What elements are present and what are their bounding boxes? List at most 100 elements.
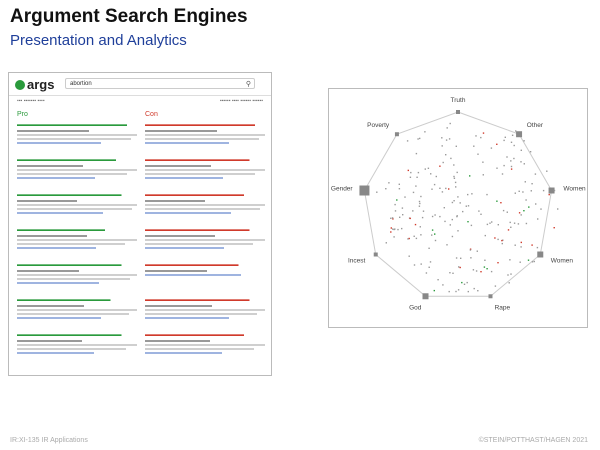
argument-point[interactable]: [445, 187, 447, 190]
argument-point[interactable]: [514, 192, 516, 194]
axis-anchor-marker[interactable]: [359, 185, 370, 196]
axis-label[interactable]: Women: [551, 258, 574, 265]
argument-point[interactable]: [408, 255, 410, 257]
argument-point[interactable]: [520, 149, 522, 151]
result-item[interactable]: ▬▬▬▬▬▬▬▬▬▬▬▬▬▬▬▬▬▬: [145, 192, 265, 225]
argument-point[interactable]: [442, 284, 444, 286]
argument-point[interactable]: [466, 281, 468, 284]
argument-point[interactable]: [469, 175, 471, 177]
argument-point[interactable]: [478, 210, 480, 212]
result-title[interactable]: ▬▬▬▬▬▬▬▬▬▬▬▬▬▬▬▬▬▬▬: [17, 262, 122, 268]
argument-point[interactable]: [408, 237, 410, 240]
argument-point[interactable]: [486, 193, 488, 196]
argument-point[interactable]: [553, 189, 556, 192]
argument-point[interactable]: [459, 202, 461, 204]
argument-point[interactable]: [531, 244, 533, 246]
argument-point[interactable]: [453, 175, 455, 178]
result-item[interactable]: ▬▬▬▬▬▬▬▬▬▬▬▬▬▬▬▬▬▬▬: [145, 157, 265, 190]
axis-label[interactable]: God: [409, 305, 422, 312]
argument-point[interactable]: [531, 261, 534, 263]
argument-point[interactable]: [441, 145, 443, 147]
result-item[interactable]: ▬▬▬▬▬▬▬▬▬▬▬▬▬▬▬▬▬▬: [17, 157, 137, 190]
argument-point[interactable]: [420, 263, 422, 265]
argument-point[interactable]: [391, 217, 394, 219]
argument-point[interactable]: [480, 213, 482, 215]
result-title[interactable]: ▬▬▬▬▬▬▬▬▬▬▬▬▬▬▬▬▬▬▬▬: [17, 122, 127, 128]
result-item[interactable]: ▬▬▬▬▬▬▬▬▬▬▬▬▬▬▬▬▬▬▬: [145, 297, 265, 330]
axis-anchor-marker[interactable]: [373, 252, 378, 257]
argument-point[interactable]: [513, 222, 516, 224]
argument-point[interactable]: [393, 228, 395, 231]
argument-point[interactable]: [529, 151, 532, 153]
argument-point[interactable]: [451, 218, 453, 221]
axis-label[interactable]: Other: [527, 122, 544, 129]
argument-point[interactable]: [509, 221, 511, 224]
argument-point[interactable]: [457, 196, 459, 198]
argument-point[interactable]: [557, 208, 559, 210]
axis-label[interactable]: Incest: [348, 258, 366, 265]
argument-point[interactable]: [434, 239, 437, 242]
argument-point[interactable]: [471, 193, 473, 195]
argument-point[interactable]: [407, 169, 409, 172]
argument-point[interactable]: [456, 215, 458, 218]
search-icon[interactable]: ⚲: [245, 81, 251, 88]
argument-point[interactable]: [392, 228, 394, 230]
argument-point[interactable]: [456, 171, 458, 174]
result-item[interactable]: ▬▬▬▬▬▬▬▬▬▬▬▬▬▬▬▬▬▬▬: [17, 262, 137, 295]
argument-point[interactable]: [452, 272, 454, 274]
argument-point[interactable]: [390, 227, 392, 229]
search-options[interactable]: ▪▪▪▪▪▪ ▪▪▪▪ ▪▪▪▪▪▪ ▪▪▪▪▪▪: [219, 98, 263, 104]
argument-point[interactable]: [507, 274, 509, 276]
argument-point[interactable]: [449, 224, 451, 226]
argument-point[interactable]: [522, 191, 524, 193]
argument-point[interactable]: [502, 209, 505, 212]
argument-point[interactable]: [456, 215, 458, 217]
argument-point[interactable]: [510, 273, 512, 275]
argument-point[interactable]: [419, 226, 421, 228]
result-title[interactable]: ▬▬▬▬▬▬▬▬▬▬▬▬▬▬▬▬▬▬▬: [145, 157, 250, 163]
axis-anchor-marker[interactable]: [456, 110, 460, 114]
argument-point[interactable]: [388, 182, 390, 184]
argument-point[interactable]: [503, 139, 505, 142]
argument-point[interactable]: [507, 229, 510, 231]
argument-point[interactable]: [469, 249, 472, 251]
argument-point[interactable]: [397, 228, 399, 231]
argument-point[interactable]: [480, 136, 482, 139]
result-title[interactable]: ▬▬▬▬▬▬▬▬▬▬▬▬▬▬▬▬▬▬▬: [145, 297, 250, 303]
argument-point[interactable]: [439, 187, 441, 189]
result-title[interactable]: ▬▬▬▬▬▬▬▬▬▬▬▬▬▬▬▬▬: [17, 297, 111, 303]
argument-point[interactable]: [448, 188, 450, 190]
result-title[interactable]: ▬▬▬▬▬▬▬▬▬▬▬▬▬▬▬▬▬▬: [145, 332, 244, 338]
argument-point[interactable]: [431, 215, 434, 218]
argument-point[interactable]: [469, 248, 472, 250]
argument-point[interactable]: [501, 239, 503, 242]
argument-point[interactable]: [484, 234, 486, 237]
argument-point[interactable]: [506, 156, 508, 158]
argument-point[interactable]: [502, 239, 504, 241]
argument-point[interactable]: [490, 147, 493, 149]
argument-point[interactable]: [425, 272, 428, 274]
argument-point[interactable]: [409, 217, 411, 220]
argument-point[interactable]: [514, 244, 516, 246]
argument-point[interactable]: [453, 177, 456, 179]
argument-point[interactable]: [513, 144, 515, 147]
axis-anchor-marker[interactable]: [422, 293, 429, 300]
argument-point[interactable]: [394, 203, 396, 206]
axis-anchor-marker[interactable]: [516, 131, 523, 138]
argument-point[interactable]: [494, 285, 497, 287]
argument-point[interactable]: [390, 231, 392, 233]
argument-point[interactable]: [424, 168, 426, 170]
result-item[interactable]: ▬▬▬▬▬▬▬▬▬▬▬▬▬▬▬▬▬▬▬: [145, 227, 265, 260]
result-item[interactable]: ▬▬▬▬▬▬▬▬▬▬▬▬▬▬▬▬▬: [17, 297, 137, 330]
argument-point[interactable]: [508, 282, 510, 284]
argument-point[interactable]: [517, 223, 520, 225]
argument-point[interactable]: [530, 190, 532, 192]
axis-anchor-marker[interactable]: [548, 187, 555, 194]
argument-point[interactable]: [462, 210, 464, 213]
argument-point[interactable]: [376, 191, 378, 193]
axis-label[interactable]: Gender: [331, 185, 354, 192]
argument-point[interactable]: [417, 171, 420, 174]
argument-point[interactable]: [494, 237, 496, 239]
argument-point[interactable]: [501, 173, 504, 175]
argument-point[interactable]: [441, 191, 444, 193]
